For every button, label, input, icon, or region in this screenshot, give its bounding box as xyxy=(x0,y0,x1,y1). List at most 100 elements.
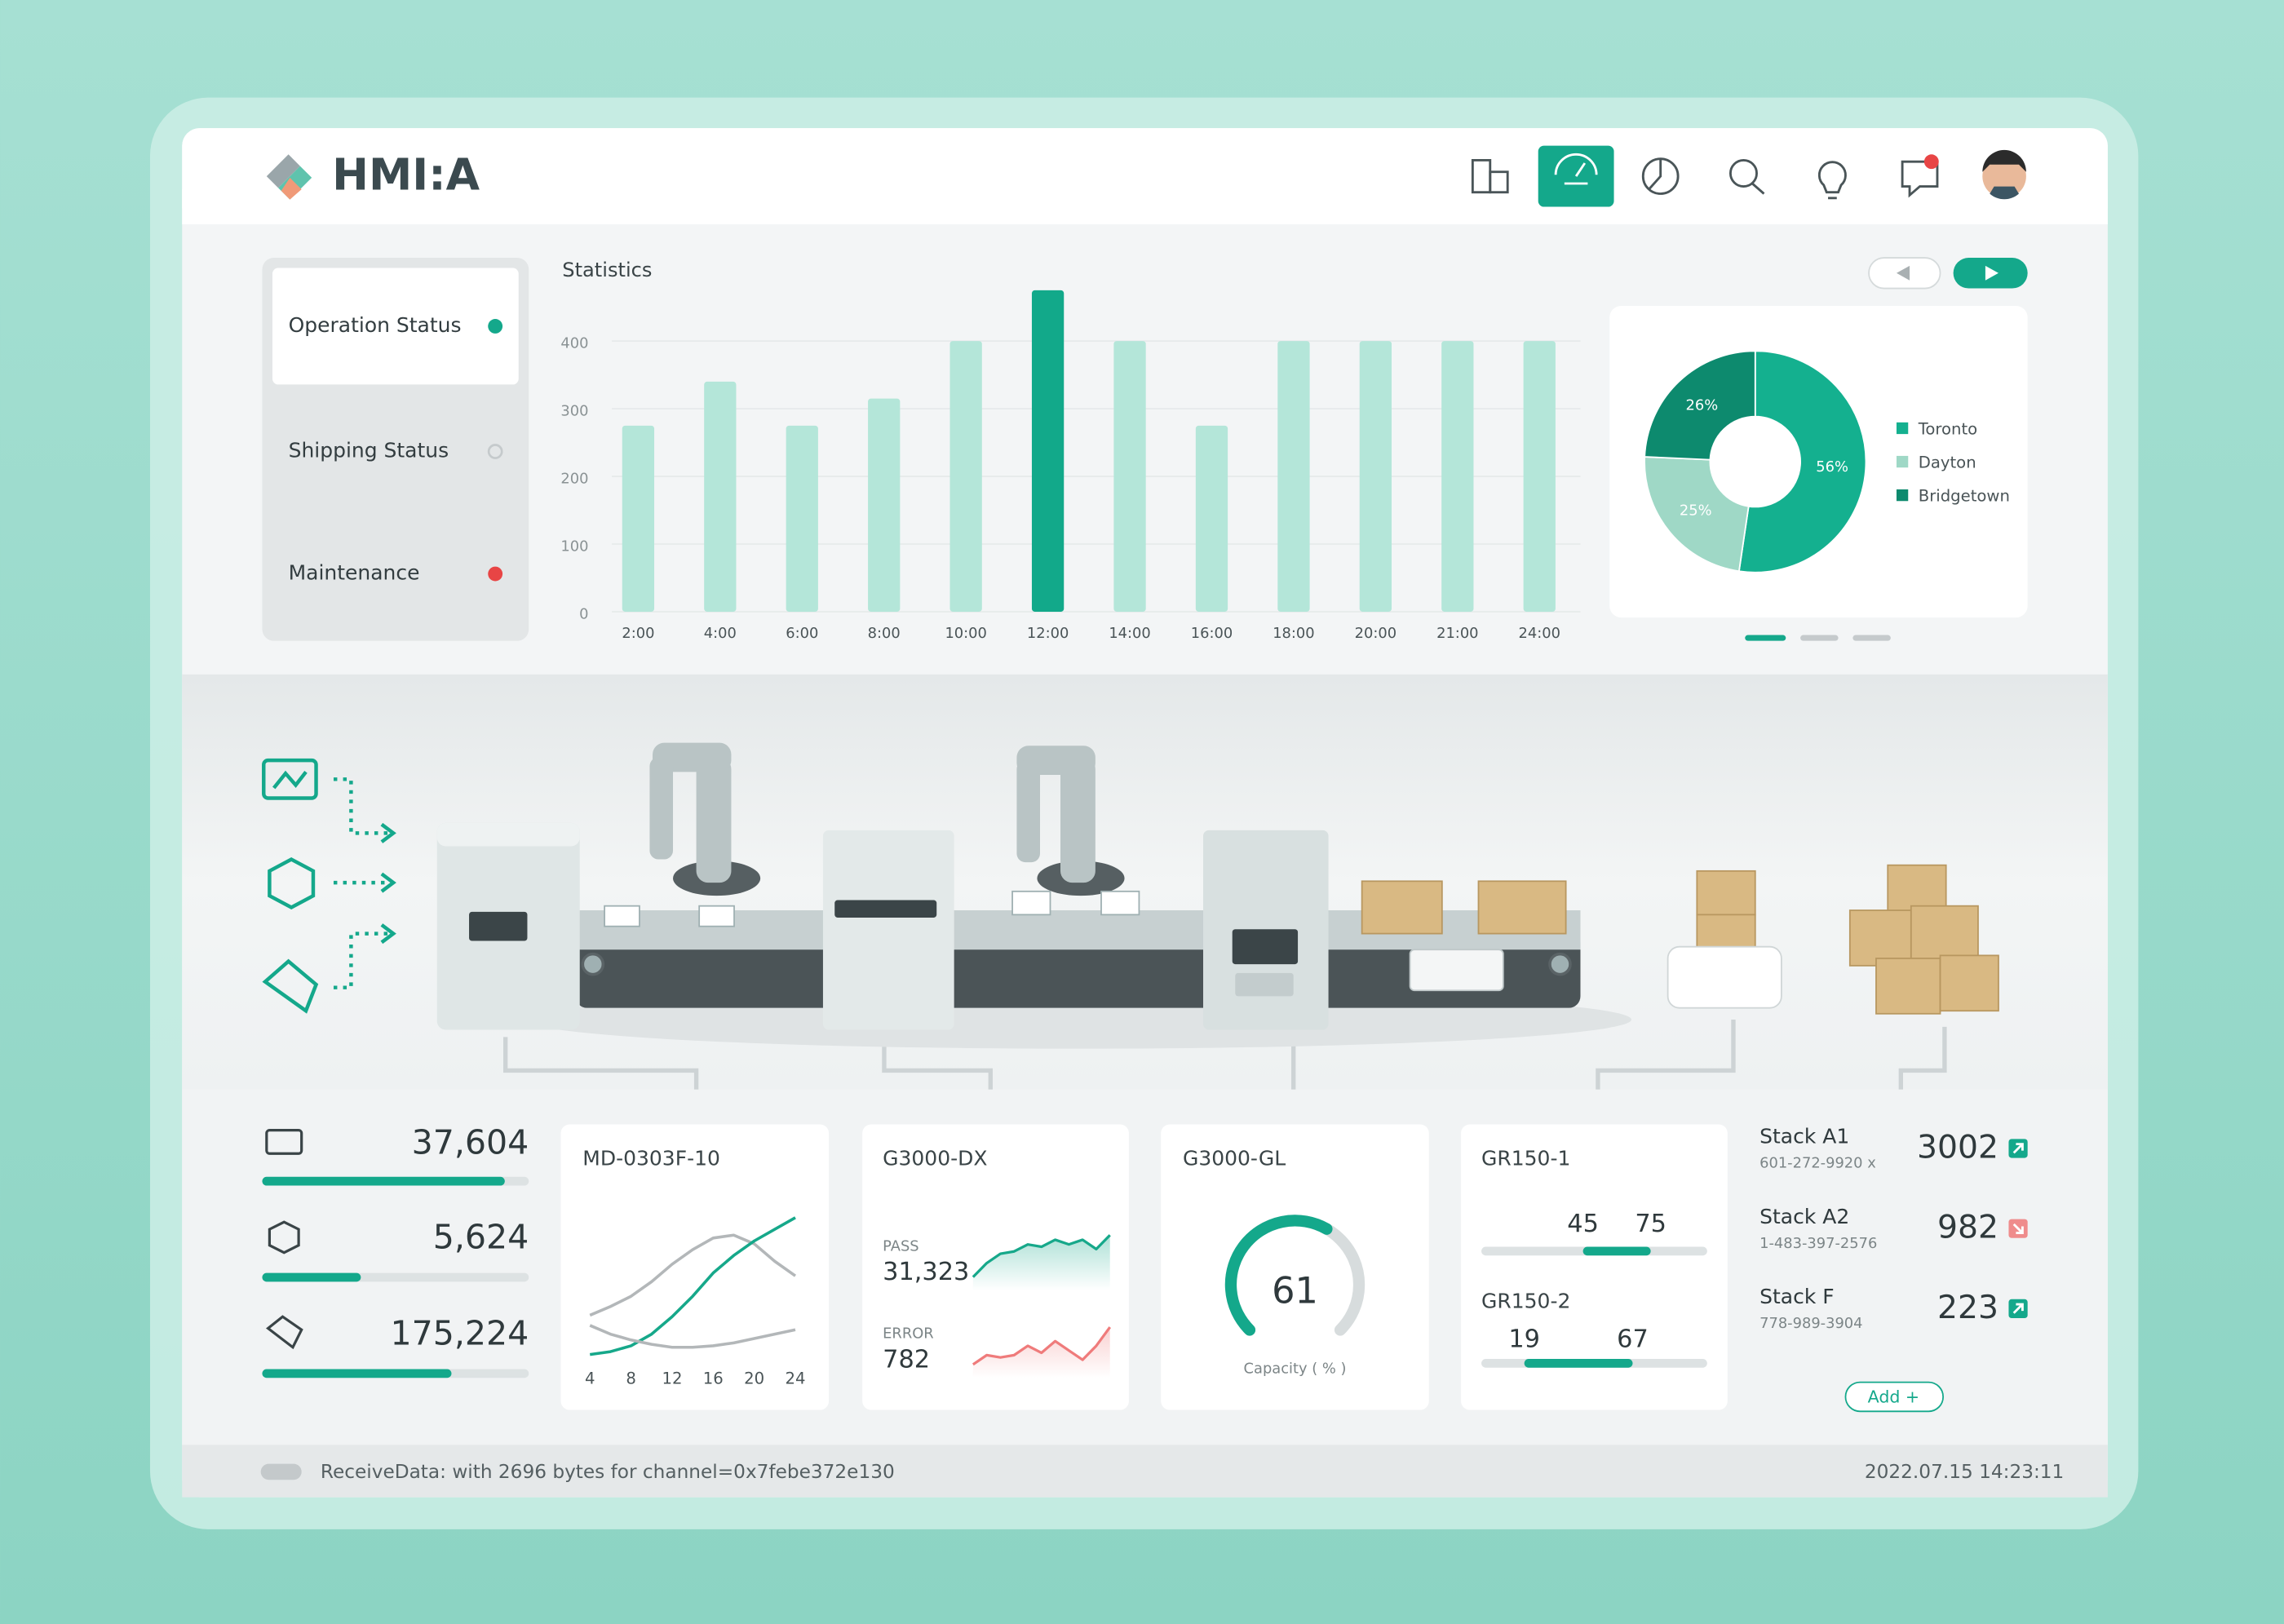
search-icon[interactable] xyxy=(1728,158,1758,188)
search-icon-part xyxy=(1751,182,1765,195)
menu-item[interactable]: Maintenance xyxy=(289,561,420,585)
building-icon[interactable] xyxy=(1471,158,1509,194)
legend-swatch xyxy=(1896,489,1909,502)
roller xyxy=(1548,952,1572,976)
machine xyxy=(822,830,954,1030)
flow-arrows xyxy=(380,822,396,945)
x-tick-label: 4 xyxy=(585,1370,595,1388)
slice-label: 25% xyxy=(1680,502,1712,519)
gauge-icon[interactable] xyxy=(1554,153,1598,185)
arm-segment xyxy=(1060,757,1096,883)
pager-dot[interactable] xyxy=(1745,635,1786,641)
card-title: GR150-2 xyxy=(1481,1289,1570,1312)
pie-slice xyxy=(1644,350,1756,461)
x-tick-label: 21:00 xyxy=(1436,625,1478,642)
x-tick-label: 10:00 xyxy=(945,625,986,642)
range-low: 19 xyxy=(1508,1325,1540,1353)
idea-icon[interactable] xyxy=(1817,161,1847,200)
gauge-caption: Capacity ( % ) xyxy=(1244,1361,1347,1378)
bar xyxy=(1277,341,1310,612)
pager-dot[interactable] xyxy=(1852,635,1891,641)
range-high: 75 xyxy=(1635,1210,1667,1238)
bar xyxy=(868,398,901,612)
stack-phone: 778-989-3904 xyxy=(1759,1315,1862,1332)
card-title: MD-0303F-10 xyxy=(582,1146,720,1170)
x-tick-label: 16 xyxy=(703,1370,724,1388)
y-tick-label: 200 xyxy=(560,471,588,488)
x-tick-label: 4:00 xyxy=(704,625,737,642)
x-tick-label: 8 xyxy=(626,1370,636,1388)
avatar-hair xyxy=(1982,149,2026,172)
y-tick-label: 0 xyxy=(579,606,588,623)
line-series xyxy=(589,1233,797,1317)
stack-value: 982 xyxy=(1937,1210,1998,1246)
machine-screen xyxy=(1232,929,1299,965)
board-icon xyxy=(262,758,318,800)
box xyxy=(1848,909,1912,967)
trend-arrow xyxy=(2012,1223,2024,1234)
x-tick-label: 18:00 xyxy=(1273,625,1314,642)
keypad xyxy=(1235,972,1294,997)
bar xyxy=(704,381,737,612)
card xyxy=(1161,1124,1429,1410)
bottom-section xyxy=(182,1089,2108,1445)
avatar-shirt xyxy=(1990,186,2019,200)
bar xyxy=(1359,341,1392,612)
cards xyxy=(560,1124,1728,1410)
board xyxy=(604,905,640,927)
range-high: 67 xyxy=(1617,1325,1649,1353)
y-tick-label: 400 xyxy=(560,335,588,352)
hex-icon xyxy=(268,857,316,909)
logo-shape xyxy=(266,154,300,188)
bar xyxy=(1195,425,1228,612)
avatar-face xyxy=(1982,154,2026,198)
board xyxy=(1011,890,1051,916)
bar xyxy=(786,425,818,612)
box xyxy=(1361,880,1443,935)
gauge-value xyxy=(1224,1215,1333,1336)
card-content: 0 100 200 300 400 2:00 4:00 6:00 8:00 10:00 12:00 1… xyxy=(262,290,2028,1388)
range-fill xyxy=(1524,1359,1633,1368)
line-series xyxy=(589,1324,796,1349)
board-icon xyxy=(265,1129,303,1155)
trend-arrow xyxy=(2012,1143,2024,1154)
pager[interactable] xyxy=(1745,635,1891,641)
carousel-nav[interactable] xyxy=(1868,257,2028,290)
avatar[interactable] xyxy=(1982,149,2026,200)
add-button[interactable] xyxy=(1844,1381,1945,1413)
legend-label: Dayton xyxy=(1919,453,1976,471)
logo-icon xyxy=(266,154,312,200)
header-base xyxy=(182,189,2108,224)
status-timestamp: 2022.07.15 14:23:11 xyxy=(1865,1461,2064,1483)
status-toggle[interactable] xyxy=(260,1463,302,1480)
status-message: ReceiveData: with 2696 bytes for channel… xyxy=(321,1461,895,1483)
progress-fill xyxy=(262,1176,505,1186)
box xyxy=(1696,870,1756,916)
pager-dot[interactable] xyxy=(1800,635,1839,641)
nav-icons[interactable] xyxy=(1471,145,1939,207)
board-icon-part xyxy=(272,770,308,790)
legend-swatch xyxy=(1896,455,1909,468)
add-button-label[interactable]: Add + xyxy=(1868,1387,1919,1406)
stack-phone: 1-483-397-2576 xyxy=(1759,1235,1877,1252)
connectors xyxy=(502,1019,1947,1122)
box xyxy=(1477,880,1567,935)
x-tick-label: 6:00 xyxy=(786,625,818,642)
menu-item[interactable]: Operation Status xyxy=(289,313,462,337)
status-dot xyxy=(488,566,503,582)
stack-value: 223 xyxy=(1937,1290,1998,1326)
range-low: 45 xyxy=(1567,1210,1599,1238)
x-tick-label: 20 xyxy=(744,1370,764,1388)
y-tick-label: 100 xyxy=(560,538,588,555)
bar xyxy=(1031,290,1065,612)
stack-name: Stack A2 xyxy=(1759,1205,1849,1228)
menu-item[interactable]: Shipping Status xyxy=(289,439,449,462)
line-series xyxy=(589,1216,796,1356)
sparkline-area xyxy=(972,1327,1110,1378)
bar xyxy=(1113,341,1146,612)
x-tick-label: 14:00 xyxy=(1109,625,1150,642)
gauge-label: 61 xyxy=(1272,1270,1318,1312)
x-tick-label: 24 xyxy=(786,1370,806,1388)
box xyxy=(1939,954,1999,1012)
